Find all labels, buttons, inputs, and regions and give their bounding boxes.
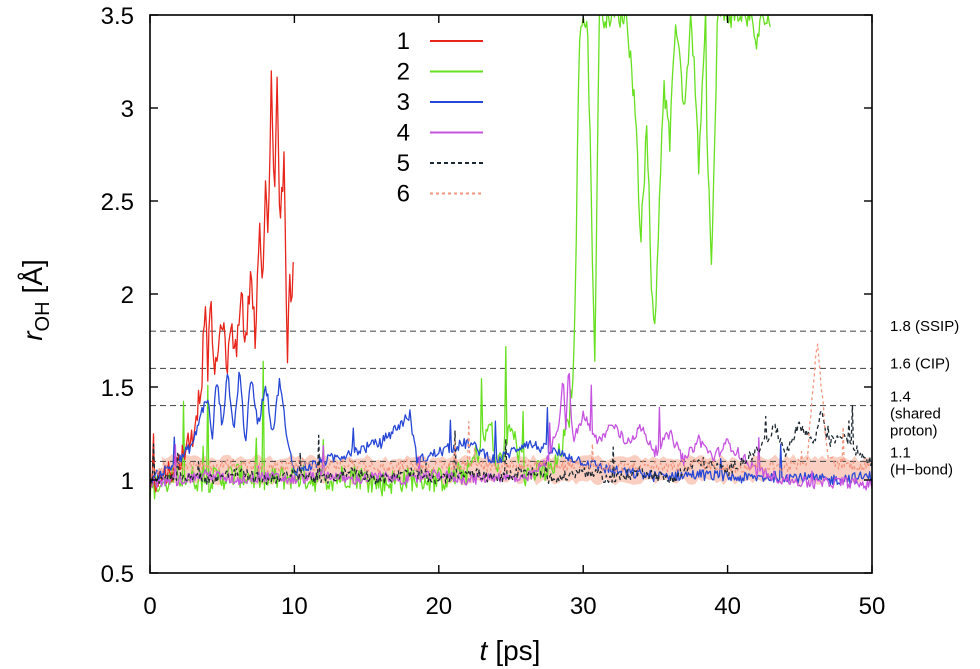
legend: 1 2 3 4 5 6 bbox=[397, 28, 483, 208]
x-axis-unit: [ps] bbox=[495, 635, 540, 666]
legend-label-2: 2 bbox=[397, 59, 410, 86]
reference-label-2-line-2: proton) bbox=[890, 423, 938, 440]
reference-label-0-line-0: 1.8 (SSIP) bbox=[890, 318, 959, 335]
y-axis-symbol: r bbox=[17, 330, 48, 341]
x-tick-label-2: 20 bbox=[425, 593, 452, 620]
reference-label-0: 1.8 (SSIP) bbox=[890, 318, 959, 335]
series-layer bbox=[150, 15, 872, 501]
y-tick-label-0: 0.5 bbox=[101, 561, 134, 588]
reference-label-2: 1.4 (shared proton) bbox=[890, 389, 941, 440]
ticks-layer: 0 10 20 30 40 50 0.5 1 1.5 2 2.5 3 3.5 bbox=[101, 3, 886, 620]
x-axis-title: t [ps] bbox=[480, 635, 541, 666]
reference-lines-layer bbox=[150, 330, 872, 462]
y-tick-label-6: 3.5 bbox=[101, 3, 134, 30]
y-tick-label-1: 1 bbox=[121, 468, 134, 495]
y-axis-unit: [Å] bbox=[17, 259, 48, 293]
legend-label-5: 5 bbox=[397, 150, 410, 177]
y-tick-label-3: 2 bbox=[121, 282, 134, 309]
y-axis-title: rOH [Å] bbox=[17, 259, 54, 341]
reference-label-3: 1.1 (H−bond) bbox=[890, 444, 953, 478]
x-tick-label-5: 50 bbox=[859, 593, 886, 620]
y-tick-label-2: 1.5 bbox=[101, 375, 134, 402]
x-axis-symbol: t bbox=[480, 635, 489, 666]
reference-label-3-line-1: (H−bond) bbox=[890, 461, 953, 478]
x-tick-label-4: 40 bbox=[714, 593, 741, 620]
legend-label-1: 1 bbox=[397, 28, 410, 55]
x-tick-label-0: 0 bbox=[143, 593, 156, 620]
y-tick-label-5: 3 bbox=[121, 96, 134, 123]
reference-label-1-line-0: 1.6 (CIP) bbox=[890, 355, 950, 372]
reference-label-1: 1.6 (CIP) bbox=[890, 355, 950, 372]
y-tick-label-4: 2.5 bbox=[101, 189, 134, 216]
reference-label-2-line-0: 1.4 bbox=[890, 389, 911, 406]
annotation-layer: 1.8 (SSIP)1.6 (CIP)1.4 (shared proton)1.1(… bbox=[890, 318, 959, 478]
x-tick-label-1: 10 bbox=[281, 593, 308, 620]
legend-label-3: 3 bbox=[397, 89, 410, 116]
series-3-line bbox=[150, 371, 872, 486]
reference-label-2-line-1: (shared bbox=[890, 406, 941, 423]
reference-label-3-line-0: 1.1 bbox=[890, 444, 911, 461]
x-tick-label-3: 30 bbox=[570, 593, 597, 620]
plot-frame bbox=[149, 14, 873, 574]
legend-label-6: 6 bbox=[397, 181, 410, 208]
series-5-line bbox=[150, 405, 872, 486]
legend-label-4: 4 bbox=[397, 120, 410, 147]
series-6-line bbox=[150, 343, 872, 476]
y-axis-subscript: OH bbox=[32, 301, 54, 331]
